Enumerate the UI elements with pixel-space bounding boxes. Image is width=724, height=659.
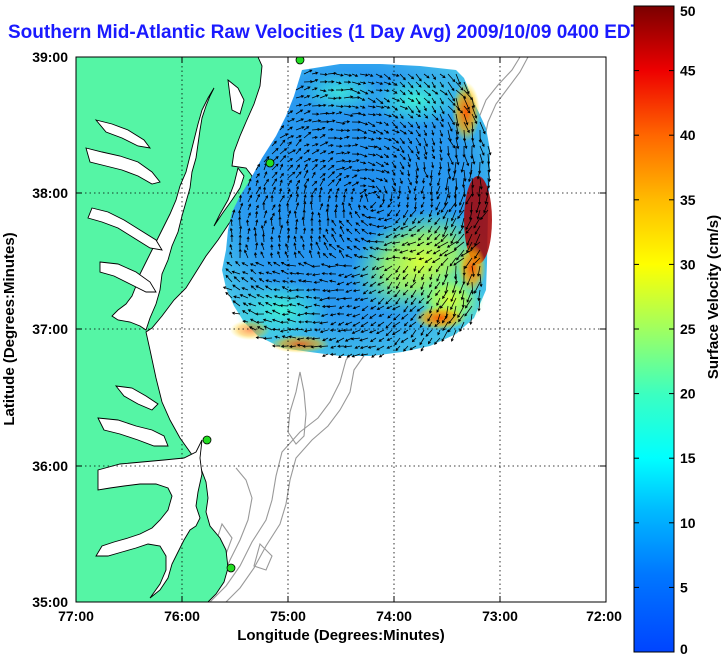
radar-station	[202, 435, 212, 445]
y-tick-label: 39:00	[32, 49, 68, 65]
colorbar-tick-label: 20	[680, 386, 696, 402]
colorbar-tick-label: 30	[680, 256, 696, 272]
colorbar-tick-label: 0	[680, 641, 688, 657]
axis-ticks	[76, 57, 606, 602]
x-tick-label: 77:00	[58, 608, 94, 624]
colorbar-tick-label: 25	[680, 321, 696, 337]
radar-station	[226, 563, 236, 573]
colorbar-tick-label: 45	[680, 63, 696, 79]
colorbar-tick-label: 10	[680, 515, 696, 531]
colorbar-label: Surface Velocity (cm/s)	[705, 215, 722, 379]
current-vector-arrows	[222, 69, 492, 359]
radar-station	[265, 158, 275, 168]
coastal-lagoon	[213, 166, 245, 227]
y-tick-label: 36:00	[32, 458, 68, 474]
chesapeake-bay	[85, 78, 245, 331]
map-grid	[76, 57, 606, 602]
pamlico-sound	[95, 385, 203, 599]
colorbar-tick-label: 5	[680, 579, 688, 595]
y-axis-label: Latitude (Degrees:Minutes)	[1, 232, 18, 425]
y-tick-label: 37:00	[32, 321, 68, 337]
colorbar-tick-label: 35	[680, 192, 696, 208]
surface-velocity-field	[222, 64, 492, 359]
map-title: Southern Mid-Atlantic Raw Velocities (1 …	[8, 22, 643, 43]
velocity-arrow-glyphs	[222, 69, 492, 359]
x-tick-label: 75:00	[270, 608, 306, 624]
x-tick-label: 76:00	[164, 608, 200, 624]
y-tick-label: 38:00	[32, 185, 68, 201]
colorbar: 0 5 10 15 20 25 30 35 40 45 50 Surface Velocity (c…	[633, 3, 722, 657]
radar-station	[295, 57, 305, 65]
x-axis-label: Longitude (Degrees:Minutes)	[237, 627, 445, 644]
x-tick-label: 74:00	[376, 608, 412, 624]
y-tick-label: 35:00	[32, 594, 68, 610]
colorbar-ticks	[634, 5, 674, 653]
radar-stations	[202, 57, 305, 573]
x-tick-label: 73:00	[482, 608, 518, 624]
x-tick-label: 72:00	[586, 608, 622, 624]
colorbar-tick-label: 15	[680, 450, 696, 466]
colorbar-tick-label: 40	[680, 127, 696, 143]
colorbar-scale	[633, 5, 675, 653]
colorbar-tick-label: 50	[680, 3, 696, 19]
